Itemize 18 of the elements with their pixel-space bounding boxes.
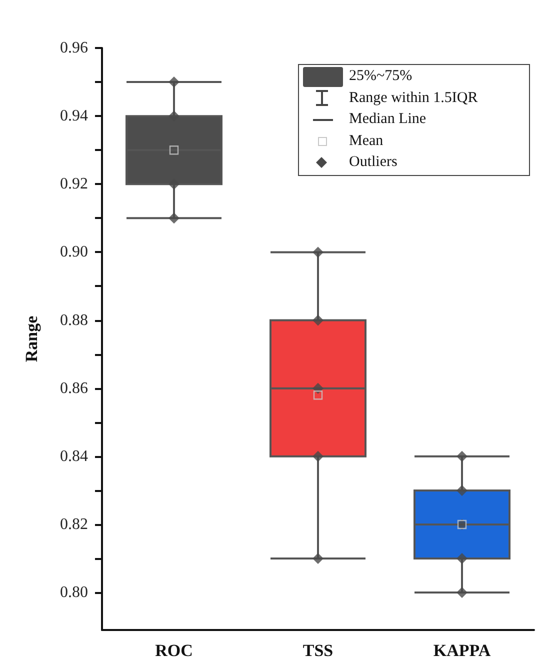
y-tick-label: 0.84	[60, 448, 88, 465]
annotation: Range within 1.5IQR	[349, 90, 478, 107]
x-tick-label: KAPPA	[433, 641, 492, 660]
legend-label: Mean	[349, 132, 384, 150]
y-tick-label: 0.86	[60, 380, 88, 397]
annotation: Median Line	[349, 111, 426, 128]
y-tick-label: 0.88	[60, 312, 88, 329]
legend-label: Outliers	[349, 154, 398, 172]
y-axis-title: Range	[22, 315, 41, 362]
x-tick-label: ROC	[155, 641, 193, 660]
y-tick-label: 0.80	[60, 584, 88, 602]
y-tick-label: 0.94	[60, 108, 88, 125]
y-tick-label: 0.82	[60, 516, 88, 533]
y-tick-label: 0.90	[60, 244, 88, 261]
y-tick-label: 0.92	[60, 176, 88, 193]
x-tick-label: TSS	[302, 641, 334, 660]
legend-label: 25%~75%	[349, 68, 412, 86]
y-tick-label: 0.96	[60, 40, 88, 56]
